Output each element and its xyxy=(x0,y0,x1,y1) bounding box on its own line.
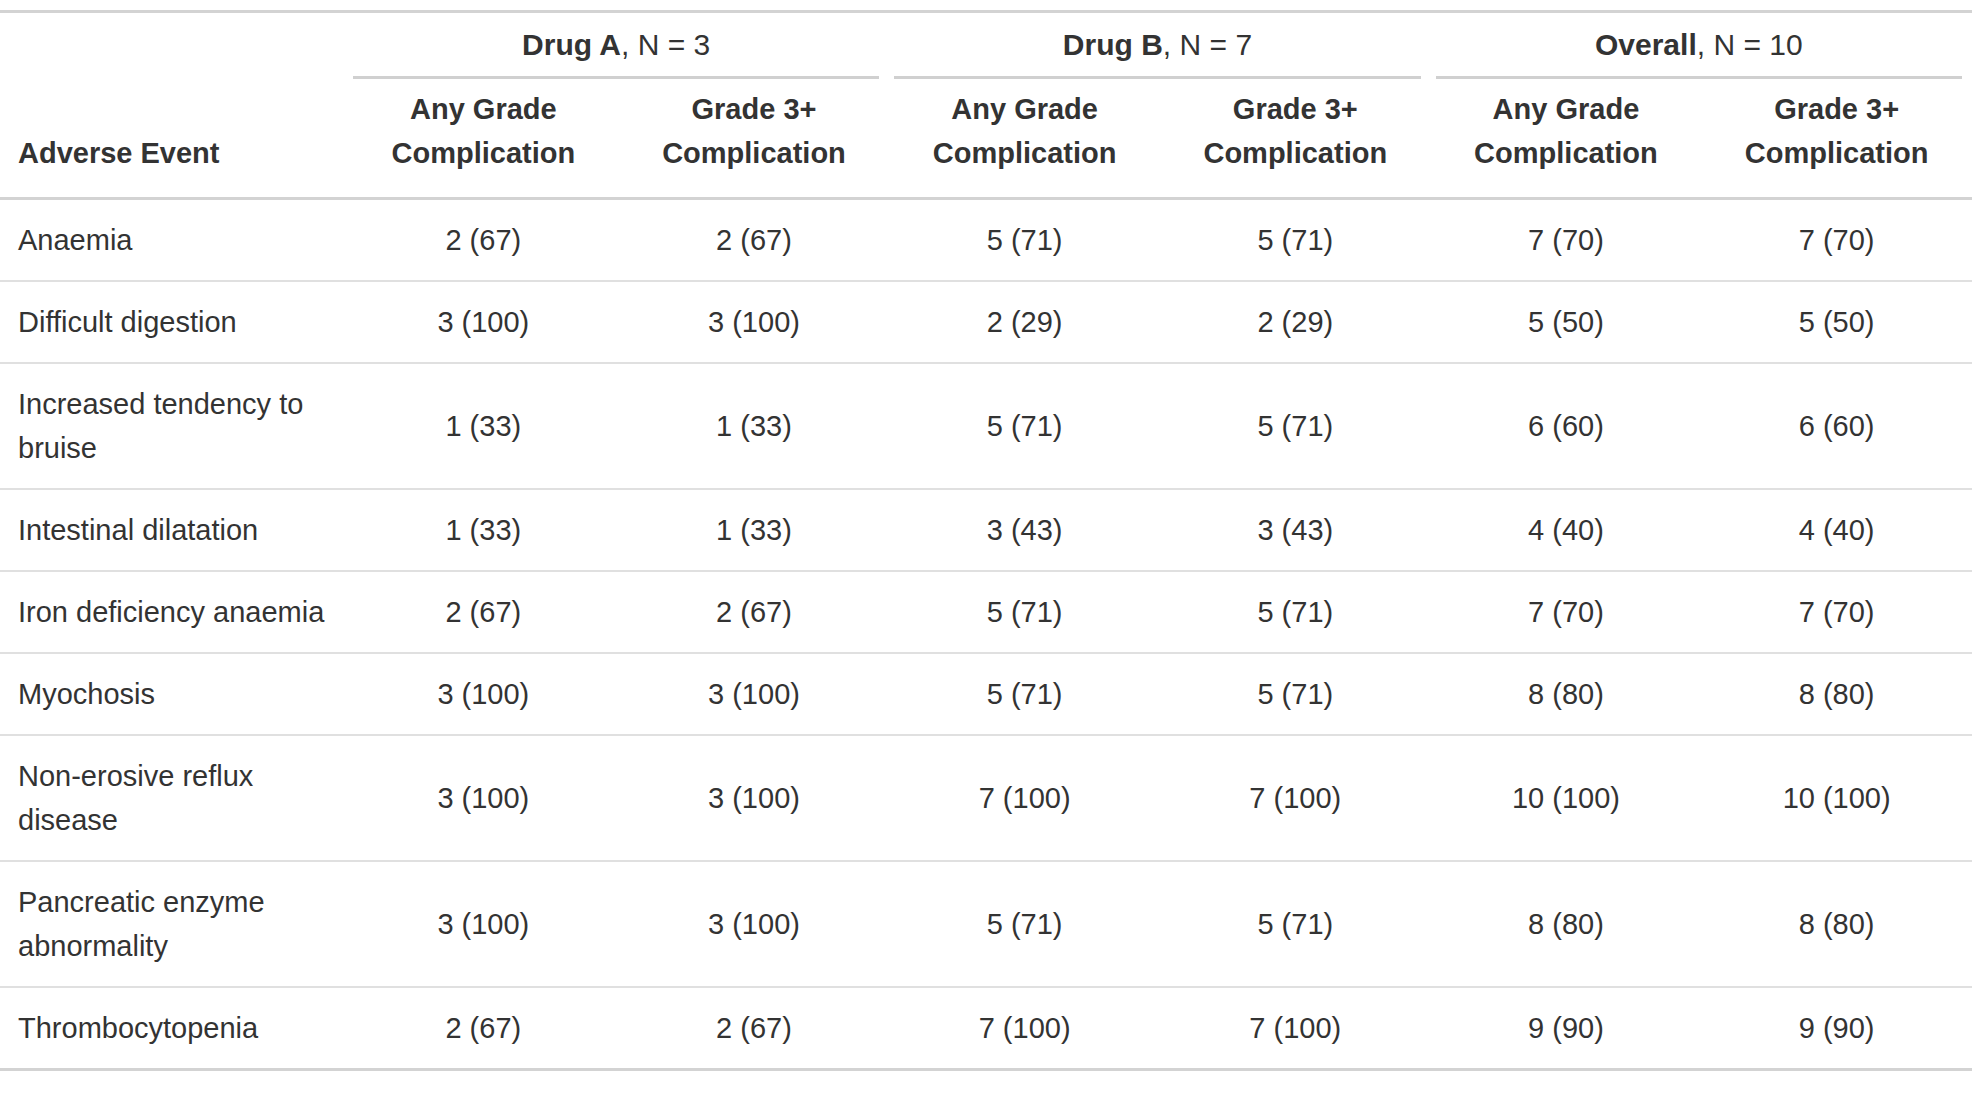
data-cell: 1 (33) xyxy=(619,489,890,571)
table-row: Anaemia 2 (67) 2 (67) 5 (71) 5 (71) 7 (7… xyxy=(0,199,1972,282)
column-header-overall-grade3: Grade 3+ Complication xyxy=(1701,79,1972,199)
data-cell: 3 (100) xyxy=(348,653,619,735)
data-cell: 5 (71) xyxy=(1160,199,1431,282)
data-cell: 5 (71) xyxy=(889,861,1160,987)
data-cell: 5 (71) xyxy=(1160,363,1431,489)
column-group-overall: Overall, N = 10 xyxy=(1431,12,1972,80)
data-cell: 5 (71) xyxy=(889,199,1160,282)
data-cell: 3 (100) xyxy=(348,861,619,987)
row-label: Difficult digestion xyxy=(0,281,348,363)
data-cell: 2 (29) xyxy=(889,281,1160,363)
spanner-row: Adverse Event Drug A, N = 3 Drug B, N = … xyxy=(0,12,1972,80)
group-n: , N = 3 xyxy=(621,28,710,61)
data-cell: 3 (100) xyxy=(348,735,619,861)
column-header-drug-a-any-grade: Any Grade Complication xyxy=(348,79,619,199)
data-cell: 5 (50) xyxy=(1431,281,1702,363)
data-cell: 2 (29) xyxy=(1160,281,1431,363)
column-group-drug-b: Drug B, N = 7 xyxy=(889,12,1430,80)
column-header-drug-a-grade3: Grade 3+ Complication xyxy=(619,79,890,199)
data-cell: 6 (60) xyxy=(1431,363,1702,489)
row-label: Non-erosive reflux disease xyxy=(0,735,348,861)
column-header-drug-b-grade3: Grade 3+ Complication xyxy=(1160,79,1431,199)
group-n: , N = 10 xyxy=(1697,28,1803,61)
data-cell: 2 (67) xyxy=(348,199,619,282)
data-cell: 5 (71) xyxy=(1160,653,1431,735)
data-cell: 3 (43) xyxy=(889,489,1160,571)
data-cell: 8 (80) xyxy=(1431,861,1702,987)
data-cell: 3 (43) xyxy=(1160,489,1431,571)
data-cell: 9 (90) xyxy=(1701,987,1972,1070)
data-cell: 8 (80) xyxy=(1701,653,1972,735)
column-header-adverse-event: Adverse Event xyxy=(0,12,348,199)
data-cell: 3 (100) xyxy=(348,281,619,363)
data-cell: 2 (67) xyxy=(348,987,619,1070)
data-cell: 7 (100) xyxy=(1160,987,1431,1070)
row-label: Thrombocytopenia xyxy=(0,987,348,1070)
table-row: Non-erosive reflux disease 3 (100) 3 (10… xyxy=(0,735,1972,861)
row-label: Increased tendency to bruise xyxy=(0,363,348,489)
row-label: Iron deficiency anaemia xyxy=(0,571,348,653)
data-cell: 3 (100) xyxy=(619,735,890,861)
group-n: , N = 7 xyxy=(1163,28,1252,61)
column-group-overall-label: Overall, N = 10 xyxy=(1436,13,1962,79)
table-body: Anaemia 2 (67) 2 (67) 5 (71) 5 (71) 7 (7… xyxy=(0,199,1972,1070)
data-cell: 8 (80) xyxy=(1431,653,1702,735)
data-cell: 3 (100) xyxy=(619,281,890,363)
group-name: Drug B xyxy=(1063,28,1163,61)
group-name: Drug A xyxy=(522,28,621,61)
data-cell: 5 (71) xyxy=(889,571,1160,653)
column-header-drug-b-any-grade: Any Grade Complication xyxy=(889,79,1160,199)
data-cell: 10 (100) xyxy=(1431,735,1702,861)
data-cell: 1 (33) xyxy=(348,489,619,571)
data-cell: 9 (90) xyxy=(1431,987,1702,1070)
data-cell: 4 (40) xyxy=(1431,489,1702,571)
column-header-overall-any-grade: Any Grade Complication xyxy=(1431,79,1702,199)
data-cell: 6 (60) xyxy=(1701,363,1972,489)
table-header: Adverse Event Drug A, N = 3 Drug B, N = … xyxy=(0,12,1972,199)
table-row: Pancreatic enzyme abnormality 3 (100) 3 … xyxy=(0,861,1972,987)
data-cell: 7 (70) xyxy=(1701,571,1972,653)
table-row: Myochosis 3 (100) 3 (100) 5 (71) 5 (71) … xyxy=(0,653,1972,735)
data-cell: 5 (71) xyxy=(1160,571,1431,653)
table-row: Intestinal dilatation 1 (33) 1 (33) 3 (4… xyxy=(0,489,1972,571)
data-cell: 5 (50) xyxy=(1701,281,1972,363)
data-cell: 2 (67) xyxy=(619,987,890,1070)
data-cell: 2 (67) xyxy=(348,571,619,653)
data-cell: 2 (67) xyxy=(619,199,890,282)
row-label: Intestinal dilatation xyxy=(0,489,348,571)
column-group-drug-a-label: Drug A, N = 3 xyxy=(353,13,879,79)
adverse-events-table: Adverse Event Drug A, N = 3 Drug B, N = … xyxy=(0,10,1972,1071)
data-cell: 7 (100) xyxy=(889,735,1160,861)
data-cell: 3 (100) xyxy=(619,653,890,735)
data-cell: 7 (70) xyxy=(1431,199,1702,282)
row-label: Anaemia xyxy=(0,199,348,282)
data-cell: 1 (33) xyxy=(619,363,890,489)
data-cell: 2 (67) xyxy=(619,571,890,653)
data-cell: 5 (71) xyxy=(889,363,1160,489)
data-cell: 4 (40) xyxy=(1701,489,1972,571)
row-label: Myochosis xyxy=(0,653,348,735)
data-cell: 7 (70) xyxy=(1431,571,1702,653)
adverse-event-label: Adverse Event xyxy=(18,137,220,169)
row-label: Pancreatic enzyme abnormality xyxy=(0,861,348,987)
data-cell: 10 (100) xyxy=(1701,735,1972,861)
column-group-drug-b-label: Drug B, N = 7 xyxy=(894,13,1420,79)
table-row: Difficult digestion 3 (100) 3 (100) 2 (2… xyxy=(0,281,1972,363)
data-cell: 5 (71) xyxy=(1160,861,1431,987)
data-cell: 8 (80) xyxy=(1701,861,1972,987)
data-cell: 7 (100) xyxy=(1160,735,1431,861)
data-cell: 3 (100) xyxy=(619,861,890,987)
group-name: Overall xyxy=(1595,28,1697,61)
table-row: Iron deficiency anaemia 2 (67) 2 (67) 5 … xyxy=(0,571,1972,653)
data-cell: 1 (33) xyxy=(348,363,619,489)
data-cell: 7 (70) xyxy=(1701,199,1972,282)
table-row: Increased tendency to bruise 1 (33) 1 (3… xyxy=(0,363,1972,489)
data-cell: 7 (100) xyxy=(889,987,1160,1070)
table-container: Adverse Event Drug A, N = 3 Drug B, N = … xyxy=(0,0,1972,1071)
data-cell: 5 (71) xyxy=(889,653,1160,735)
column-group-drug-a: Drug A, N = 3 xyxy=(348,12,889,80)
table-row: Thrombocytopenia 2 (67) 2 (67) 7 (100) 7… xyxy=(0,987,1972,1070)
